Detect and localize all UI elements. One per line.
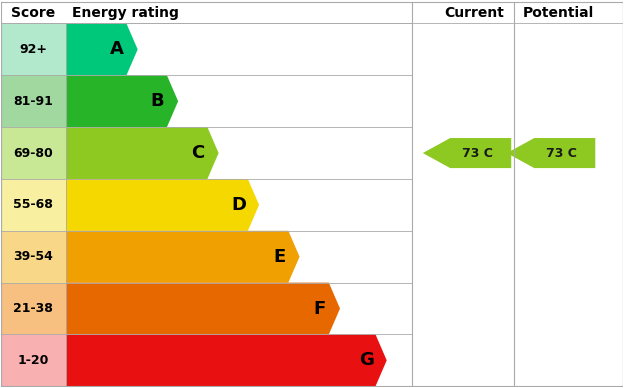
Text: 92+: 92+: [19, 43, 47, 56]
Polygon shape: [66, 179, 259, 231]
Bar: [66, 24, 623, 75]
Text: Potential: Potential: [522, 6, 593, 20]
Text: 55-68: 55-68: [14, 198, 53, 211]
Bar: [66, 334, 623, 386]
Polygon shape: [66, 24, 138, 75]
Polygon shape: [66, 334, 387, 386]
Text: 73 C: 73 C: [462, 147, 492, 159]
Bar: [66, 282, 623, 334]
Text: D: D: [231, 196, 246, 214]
Text: G: G: [359, 352, 374, 369]
Bar: [1, 75, 66, 127]
Text: 21-38: 21-38: [14, 302, 53, 315]
Bar: [1, 179, 66, 231]
Polygon shape: [66, 127, 218, 179]
Text: Score: Score: [11, 6, 56, 20]
Text: 1-20: 1-20: [17, 354, 49, 367]
Polygon shape: [66, 231, 300, 282]
Text: C: C: [192, 144, 205, 162]
Bar: [66, 231, 623, 282]
Bar: [66, 75, 623, 127]
Text: 81-91: 81-91: [14, 95, 53, 108]
Bar: [66, 127, 623, 179]
Polygon shape: [507, 138, 595, 168]
Polygon shape: [66, 282, 340, 334]
Text: Energy rating: Energy rating: [72, 6, 179, 20]
Polygon shape: [66, 75, 178, 127]
Text: F: F: [313, 300, 326, 317]
Text: B: B: [151, 92, 164, 110]
Text: 73 C: 73 C: [545, 147, 577, 159]
Text: 69-80: 69-80: [14, 147, 53, 159]
Bar: [1, 334, 66, 386]
Bar: [66, 179, 623, 231]
Polygon shape: [423, 138, 511, 168]
Bar: [1, 282, 66, 334]
Text: Current: Current: [444, 6, 504, 20]
Bar: [1, 231, 66, 282]
Text: 39-54: 39-54: [14, 250, 53, 263]
Bar: [1, 127, 66, 179]
Text: A: A: [110, 40, 124, 59]
Bar: [1, 24, 66, 75]
Text: E: E: [273, 248, 285, 266]
